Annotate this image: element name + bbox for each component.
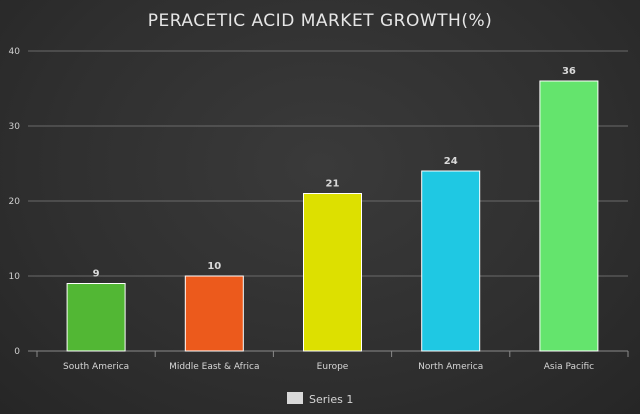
data-label: 21	[326, 179, 340, 190]
x-tick-label: South America	[63, 362, 129, 372]
bar	[184, 275, 244, 352]
y-tick-label: 0	[14, 347, 20, 357]
bar	[303, 193, 362, 352]
legend-swatch	[287, 392, 303, 404]
bar	[421, 170, 481, 352]
data-label: 10	[207, 261, 221, 272]
data-label: 9	[93, 269, 100, 280]
y-tick-label: 30	[9, 122, 21, 132]
bar	[66, 283, 126, 352]
legend-label: Series 1	[309, 393, 353, 406]
x-tick-label: Asia Pacific	[544, 362, 594, 372]
y-axis-ticks: 0 10 20 30 40	[9, 47, 21, 357]
legend: Series 1	[287, 392, 353, 406]
y-tick-label: 20	[9, 197, 21, 207]
bars	[66, 80, 599, 352]
bar	[539, 80, 599, 352]
y-tick-label: 10	[9, 272, 21, 282]
y-tick-label: 40	[9, 47, 21, 57]
data-label: 24	[444, 156, 458, 167]
data-label: 36	[562, 66, 576, 77]
data-labels: 9 10 21 24 36	[93, 66, 576, 280]
x-tick-label: Middle East & Africa	[169, 362, 259, 372]
chart-title: PERACETIC ACID MARKET GROWTH(%)	[148, 11, 493, 31]
x-tick-label: North America	[418, 362, 483, 372]
x-axis-labels: South America Middle East & Africa Europe N…	[63, 362, 594, 372]
x-tick-label: Europe	[317, 362, 349, 372]
